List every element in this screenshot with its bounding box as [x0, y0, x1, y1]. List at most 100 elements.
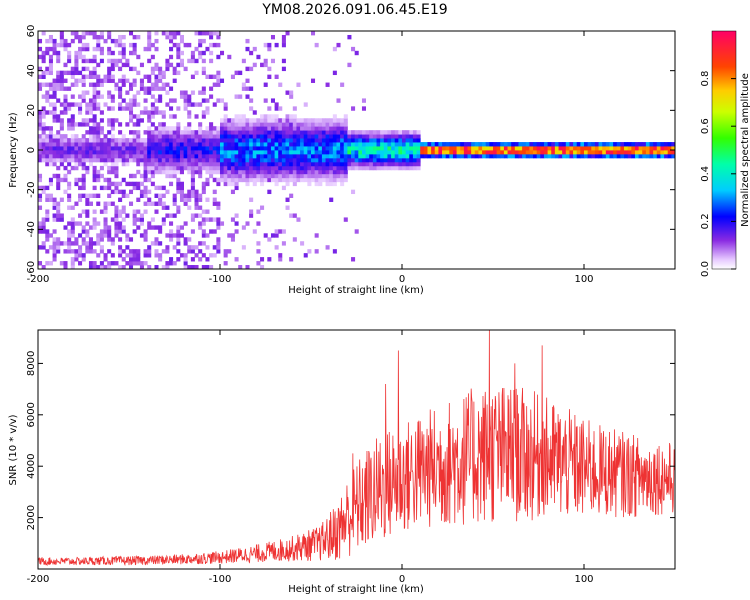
spectrogram-cell [256, 173, 261, 179]
spectrogram-cell [67, 241, 72, 246]
spectrogram-cell [365, 142, 370, 147]
spectrogram-cell [653, 146, 658, 151]
spectrogram-cell [525, 153, 530, 159]
spectrogram-cell [267, 114, 272, 119]
spectrogram-cell [107, 118, 112, 123]
spectrogram-cell [129, 86, 134, 91]
spectrogram-cell [179, 193, 184, 198]
spectrogram-cell [118, 209, 123, 214]
spectrogram-cell [48, 150, 53, 155]
spectrogram-cell [81, 118, 86, 123]
spectrogram-cell [70, 142, 75, 147]
spectrogram-cell [59, 70, 64, 76]
spectrogram-cell [358, 146, 363, 151]
spectrogram-cell [456, 153, 461, 159]
spectrogram-cell [245, 153, 250, 159]
spectrogram-cell [303, 122, 308, 127]
spectrogram-cell [169, 86, 174, 91]
spectrogram-cell [92, 46, 97, 52]
spectrogram-cell [96, 138, 101, 143]
spectrogram-cell [129, 142, 134, 147]
spectrogram-cell [198, 197, 203, 202]
spectrogram-cell [649, 153, 654, 159]
spectrogram-cell [216, 225, 221, 230]
spectrogram-cell [270, 173, 275, 179]
spectrogram-cell [285, 138, 290, 143]
spectrogram-cell [45, 146, 50, 151]
spectrogram-cell [103, 225, 108, 230]
spectrogram-cell [74, 31, 79, 36]
spectrogram-cell [70, 165, 75, 171]
spectrogram-cell [402, 161, 407, 167]
spectrogram-cell [67, 122, 72, 127]
spectrogram-cell [158, 98, 163, 103]
spectrogram-cell [63, 142, 68, 147]
spectrogram-cell [107, 66, 112, 72]
spectrogram-cell [332, 126, 337, 131]
spectrogram-cell [70, 74, 75, 79]
spectrogram-cell [183, 142, 188, 147]
spectrogram-cell [67, 161, 72, 167]
spectrogram-cell [161, 114, 166, 119]
spectrogram-cell [343, 217, 348, 222]
spectrogram-cell [212, 177, 217, 183]
spectrogram-cell [143, 237, 148, 242]
spectrogram-cell [121, 46, 126, 52]
spectrogram-cell [318, 122, 323, 127]
spectrogram-cell [216, 201, 221, 206]
colorbar-tick-label: 0.0 [700, 261, 711, 277]
spectrogram-cell [56, 138, 61, 143]
spectrogram-cell [129, 138, 134, 143]
spectrogram-cell [449, 146, 454, 151]
spectrogram-cell [70, 38, 75, 44]
spectrogram-cell [296, 161, 301, 167]
spectrogram-cell [147, 265, 152, 269]
spectrogram-cell [70, 70, 75, 76]
spectrogram-cell [252, 110, 257, 115]
spectrogram-cell [121, 205, 126, 210]
spectrogram-cell [56, 217, 61, 222]
spectrogram-cell [154, 82, 159, 87]
spectrogram-cell [96, 46, 101, 52]
spectrogram-cell [230, 74, 235, 79]
spectrogram-cell [321, 153, 326, 159]
spectrogram-cell [274, 74, 279, 79]
spectrogram-cell [74, 237, 79, 242]
spectrogram-cell [201, 229, 206, 234]
spectrogram-cell [252, 181, 257, 187]
spectrogram-cell [223, 161, 228, 167]
spectrogram-cell [281, 185, 286, 191]
spectrogram-cell [256, 146, 261, 151]
spectrogram-cell [132, 229, 137, 234]
spectrogram-cell [143, 74, 148, 79]
spectrogram-cell [281, 153, 286, 159]
spectrogram-cell [121, 50, 126, 56]
spectrogram-cell [354, 130, 359, 135]
spectrogram-cell [347, 153, 352, 159]
spectrogram-cell [169, 181, 174, 187]
spectrogram-cell [547, 153, 552, 159]
spectrogram-cell [405, 138, 410, 143]
spectrogram-cell [187, 265, 192, 269]
spectrogram-cell [347, 138, 352, 143]
spectrogram-cell [238, 126, 243, 131]
spectrogram-cell [56, 82, 61, 87]
spectrogram-cell [507, 153, 512, 159]
spectrogram-x-ticks: -200 -100 0 100 [27, 31, 594, 285]
spectrogram-cell [376, 161, 381, 167]
spectrogram-cell [332, 173, 337, 179]
spectrogram-cell [220, 50, 225, 56]
spectrogram-cell [96, 34, 101, 40]
spectrogram-cell [296, 142, 301, 147]
spectrogram-cell [602, 150, 607, 155]
spectrogram-cell [303, 153, 308, 159]
spectrogram-cell [285, 197, 290, 202]
spectrogram-cell [176, 46, 181, 52]
spectrogram-cell [216, 157, 221, 163]
spectrogram-cell [179, 138, 184, 143]
spectrogram-cell [110, 134, 115, 139]
spectrogram-cell [41, 58, 46, 64]
spectrogram-cell [427, 153, 432, 159]
spectrogram-cell [412, 134, 417, 139]
spectrogram-cell [285, 118, 290, 123]
